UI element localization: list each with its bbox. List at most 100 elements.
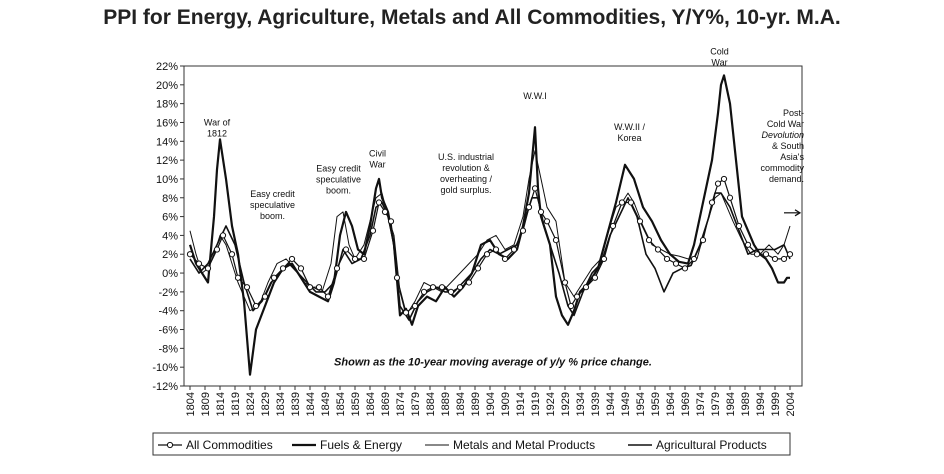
x-tick-label: 1824 (245, 392, 257, 416)
annotation: U.S. industrial revolution & overheating /… (438, 152, 494, 195)
annotation: Shown as the 10-year moving average of y… (334, 356, 652, 368)
x-tick-label: 1969 (680, 392, 692, 416)
annotation: W.W.II / Korea (614, 122, 645, 143)
all-commodities-point (537, 208, 545, 215)
x-tick-label: 1979 (710, 392, 722, 416)
all-commodities-point (270, 274, 278, 281)
x-tick-label: 1914 (515, 392, 527, 416)
y-axis: -12% -10% -8% -6% -4% -2% 0% 2% 4% 6% 8% 10% 12% 14% 1… (152, 61, 184, 393)
all-commodities-point (279, 265, 287, 272)
all-commodities-point (681, 265, 689, 272)
x-tick-label: 1834 (275, 392, 287, 416)
all-commodities-point (186, 251, 194, 258)
all-commodities-point (672, 260, 680, 267)
x-axis: 1804 1809 1814 1819 1824 1829 1834 1839 1844 1849… (185, 386, 797, 416)
all-commodities-point (690, 255, 698, 263)
all-commodities-point (456, 284, 464, 291)
all-commodities-point (609, 222, 617, 230)
y-tick-label: 20% (156, 80, 178, 92)
all-commodities-point (492, 246, 500, 253)
all-commodities-point (501, 255, 509, 263)
x-tick-label: 1999 (770, 392, 782, 416)
x-tick-label: 1804 (185, 392, 197, 416)
all-commodities-point (714, 180, 722, 187)
series-markers (186, 175, 794, 316)
all-commodities-point (474, 265, 482, 272)
x-tick-label: 1959 (650, 392, 662, 416)
all-commodities-point (234, 274, 242, 281)
y-tick-label: 2% (162, 249, 178, 261)
all-commodities-point (708, 199, 716, 206)
all-commodities-point (381, 208, 389, 215)
all-commodities-point (567, 302, 575, 310)
y-tick-label: 16% (156, 117, 178, 129)
all-commodities-point (786, 251, 794, 258)
all-commodities-point (618, 199, 626, 206)
all-commodities-point (306, 284, 314, 291)
x-tick-label: 1859 (350, 392, 362, 416)
all-commodities-point (420, 288, 428, 295)
y-tick-label: 18% (156, 99, 178, 111)
x-tick-label: 1874 (395, 392, 407, 416)
y-tick-label: -8% (158, 343, 178, 355)
x-tick-label: 1929 (560, 392, 572, 416)
x-tick-label: 1839 (290, 392, 302, 416)
all-commodities-point (387, 218, 395, 225)
chart-title: PPI for Energy, Agriculture, Metals and … (103, 6, 841, 29)
all-commodities-point (465, 279, 473, 286)
legend-label: Fuels & Energy (320, 438, 402, 452)
annotation: War of 1812 (204, 117, 231, 138)
all-commodities-point (288, 255, 296, 263)
all-commodities-point (351, 255, 359, 263)
x-tick-label: 1814 (215, 392, 227, 416)
x-tick-label: 1899 (470, 392, 482, 416)
annotation: Easy credit speculative boom. (316, 163, 361, 195)
all-commodities-point (519, 227, 527, 234)
all-commodities-point (582, 284, 590, 291)
y-tick-label: 14% (156, 136, 178, 148)
y-tick-label: 10% (156, 174, 178, 186)
all-commodities-point (591, 274, 599, 281)
y-tick-label: -2% (158, 287, 178, 299)
x-tick-label: 1889 (440, 392, 452, 416)
all-commodities-point (483, 251, 491, 258)
x-tick-label: 1994 (755, 392, 767, 416)
y-tick-label: -6% (158, 325, 178, 337)
x-tick-label: 1909 (500, 392, 512, 416)
x-tick-label: 1844 (305, 392, 317, 416)
x-tick-label: 1934 (575, 392, 587, 416)
y-tick-label: -12% (152, 381, 178, 393)
x-tick-label: 1944 (605, 392, 617, 416)
all-commodities-point (195, 260, 203, 267)
all-commodities-point (735, 222, 743, 230)
all-commodities-point (369, 227, 377, 234)
all-commodities-point (561, 279, 569, 286)
all-commodities-point (654, 246, 662, 253)
y-tick-label: -10% (152, 362, 178, 374)
y-tick-label: 0% (162, 268, 178, 280)
x-tick-label: 1879 (410, 392, 422, 416)
x-tick-label: 1989 (740, 392, 752, 416)
annotations: War of 1812 Easy credit speculative boom. Eas… (204, 47, 805, 369)
y-tick-label: 4% (162, 230, 178, 242)
x-tick-label: 1924 (545, 392, 557, 416)
annotation: Post-Cold War Devolution & South Asia's comm… (760, 108, 804, 184)
all-commodities-point (411, 302, 419, 310)
all-commodities-point (213, 246, 221, 253)
all-commodities-point (402, 309, 410, 316)
x-tick-label: 1849 (320, 392, 332, 416)
x-tick-label: 1829 (260, 392, 272, 416)
all-commodities-point (762, 251, 770, 258)
x-tick-label: 1949 (620, 392, 632, 416)
legend-label: Agricultural Products (656, 438, 767, 452)
all-commodities-point (297, 265, 305, 272)
all-commodities-point (531, 185, 539, 192)
x-tick-label: 2004 (785, 392, 797, 416)
y-tick-label: -4% (158, 306, 178, 318)
x-tick-label: 1954 (635, 392, 647, 416)
x-tick-label: 1919 (530, 392, 542, 416)
all-commodities-point (360, 255, 368, 263)
all-commodities-point (543, 218, 551, 225)
all-commodities-point (744, 241, 752, 248)
